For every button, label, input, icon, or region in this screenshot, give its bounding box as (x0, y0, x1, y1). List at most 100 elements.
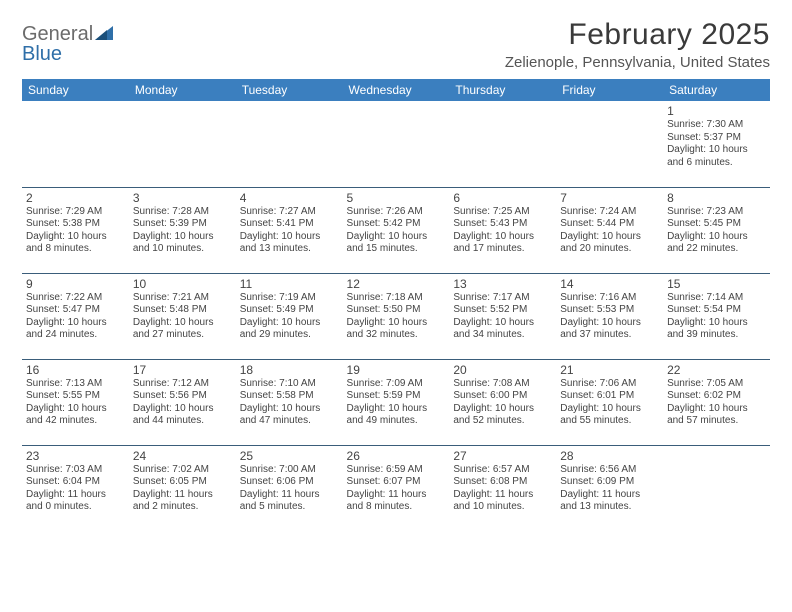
calendar-cell: 23Sunrise: 7:03 AMSunset: 6:04 PMDayligh… (22, 445, 129, 531)
day-number: 15 (667, 277, 766, 291)
calendar-cell: 20Sunrise: 7:08 AMSunset: 6:00 PMDayligh… (449, 359, 556, 445)
calendar-cell (449, 101, 556, 187)
calendar-cell: 14Sunrise: 7:16 AMSunset: 5:53 PMDayligh… (556, 273, 663, 359)
day-number: 21 (560, 363, 659, 377)
day-number: 27 (453, 449, 552, 463)
day-info: Sunrise: 7:14 AMSunset: 5:54 PMDaylight:… (667, 292, 766, 342)
calendar-week-row: 23Sunrise: 7:03 AMSunset: 6:04 PMDayligh… (22, 445, 770, 531)
calendar-cell: 22Sunrise: 7:05 AMSunset: 6:02 PMDayligh… (663, 359, 770, 445)
day-info: Sunrise: 6:59 AMSunset: 6:07 PMDaylight:… (347, 464, 446, 514)
calendar-body: 1Sunrise: 7:30 AMSunset: 5:37 PMDaylight… (22, 101, 770, 531)
day-info: Sunrise: 7:09 AMSunset: 5:59 PMDaylight:… (347, 378, 446, 428)
day-header: Saturday (663, 79, 770, 101)
day-info: Sunrise: 7:03 AMSunset: 6:04 PMDaylight:… (26, 464, 125, 514)
day-header: Tuesday (236, 79, 343, 101)
calendar-cell: 8Sunrise: 7:23 AMSunset: 5:45 PMDaylight… (663, 187, 770, 273)
day-number: 9 (26, 277, 125, 291)
day-info: Sunrise: 7:05 AMSunset: 6:02 PMDaylight:… (667, 378, 766, 428)
brand-text: General Blue (22, 24, 113, 65)
day-info: Sunrise: 7:25 AMSunset: 5:43 PMDaylight:… (453, 206, 552, 256)
calendar-cell: 25Sunrise: 7:00 AMSunset: 6:06 PMDayligh… (236, 445, 343, 531)
day-info: Sunrise: 7:29 AMSunset: 5:38 PMDaylight:… (26, 206, 125, 256)
day-number: 6 (453, 191, 552, 205)
calendar-page: General Blue February 2025 Zelienople, P… (0, 0, 792, 541)
day-info: Sunrise: 7:22 AMSunset: 5:47 PMDaylight:… (26, 292, 125, 342)
day-number: 8 (667, 191, 766, 205)
day-info: Sunrise: 7:18 AMSunset: 5:50 PMDaylight:… (347, 292, 446, 342)
calendar-cell (556, 101, 663, 187)
day-info: Sunrise: 7:26 AMSunset: 5:42 PMDaylight:… (347, 206, 446, 256)
brand-logo: General Blue (22, 18, 113, 65)
day-number: 7 (560, 191, 659, 205)
calendar-week-row: 1Sunrise: 7:30 AMSunset: 5:37 PMDaylight… (22, 101, 770, 187)
day-number: 22 (667, 363, 766, 377)
day-number: 18 (240, 363, 339, 377)
day-header: Sunday (22, 79, 129, 101)
day-header-row: Sunday Monday Tuesday Wednesday Thursday… (22, 79, 770, 101)
day-number: 24 (133, 449, 232, 463)
calendar-cell: 16Sunrise: 7:13 AMSunset: 5:55 PMDayligh… (22, 359, 129, 445)
calendar-week-row: 16Sunrise: 7:13 AMSunset: 5:55 PMDayligh… (22, 359, 770, 445)
month-title: February 2025 (505, 18, 770, 52)
calendar-cell: 18Sunrise: 7:10 AMSunset: 5:58 PMDayligh… (236, 359, 343, 445)
calendar-cell: 17Sunrise: 7:12 AMSunset: 5:56 PMDayligh… (129, 359, 236, 445)
calendar-cell: 5Sunrise: 7:26 AMSunset: 5:42 PMDaylight… (343, 187, 450, 273)
day-header: Wednesday (343, 79, 450, 101)
calendar-cell: 4Sunrise: 7:27 AMSunset: 5:41 PMDaylight… (236, 187, 343, 273)
header: General Blue February 2025 Zelienople, P… (22, 18, 770, 71)
calendar-cell: 1Sunrise: 7:30 AMSunset: 5:37 PMDaylight… (663, 101, 770, 187)
day-header: Monday (129, 79, 236, 101)
calendar-cell: 27Sunrise: 6:57 AMSunset: 6:08 PMDayligh… (449, 445, 556, 531)
day-number: 17 (133, 363, 232, 377)
calendar-week-row: 9Sunrise: 7:22 AMSunset: 5:47 PMDaylight… (22, 273, 770, 359)
day-info: Sunrise: 7:19 AMSunset: 5:49 PMDaylight:… (240, 292, 339, 342)
location: Zelienople, Pennsylvania, United States (505, 54, 770, 71)
day-info: Sunrise: 7:12 AMSunset: 5:56 PMDaylight:… (133, 378, 232, 428)
brand-line1: General (22, 23, 93, 45)
day-info: Sunrise: 7:06 AMSunset: 6:01 PMDaylight:… (560, 378, 659, 428)
brand-line2: Blue (22, 43, 62, 65)
day-number: 23 (26, 449, 125, 463)
calendar-cell: 10Sunrise: 7:21 AMSunset: 5:48 PMDayligh… (129, 273, 236, 359)
day-info: Sunrise: 7:28 AMSunset: 5:39 PMDaylight:… (133, 206, 232, 256)
calendar-cell (236, 101, 343, 187)
day-info: Sunrise: 7:16 AMSunset: 5:53 PMDaylight:… (560, 292, 659, 342)
calendar-week-row: 2Sunrise: 7:29 AMSunset: 5:38 PMDaylight… (22, 187, 770, 273)
day-info: Sunrise: 7:21 AMSunset: 5:48 PMDaylight:… (133, 292, 232, 342)
title-block: February 2025 Zelienople, Pennsylvania, … (505, 18, 770, 71)
day-number: 5 (347, 191, 446, 205)
day-header: Friday (556, 79, 663, 101)
day-number: 20 (453, 363, 552, 377)
day-number: 28 (560, 449, 659, 463)
day-info: Sunrise: 7:02 AMSunset: 6:05 PMDaylight:… (133, 464, 232, 514)
calendar-cell: 28Sunrise: 6:56 AMSunset: 6:09 PMDayligh… (556, 445, 663, 531)
day-info: Sunrise: 7:00 AMSunset: 6:06 PMDaylight:… (240, 464, 339, 514)
day-info: Sunrise: 7:23 AMSunset: 5:45 PMDaylight:… (667, 206, 766, 256)
day-info: Sunrise: 6:57 AMSunset: 6:08 PMDaylight:… (453, 464, 552, 514)
day-info: Sunrise: 7:27 AMSunset: 5:41 PMDaylight:… (240, 206, 339, 256)
calendar-cell: 9Sunrise: 7:22 AMSunset: 5:47 PMDaylight… (22, 273, 129, 359)
day-number: 13 (453, 277, 552, 291)
day-header: Thursday (449, 79, 556, 101)
calendar-cell (129, 101, 236, 187)
day-info: Sunrise: 7:10 AMSunset: 5:58 PMDaylight:… (240, 378, 339, 428)
day-number: 1 (667, 104, 766, 118)
calendar-cell: 13Sunrise: 7:17 AMSunset: 5:52 PMDayligh… (449, 273, 556, 359)
calendar-cell: 12Sunrise: 7:18 AMSunset: 5:50 PMDayligh… (343, 273, 450, 359)
day-number: 10 (133, 277, 232, 291)
day-number: 11 (240, 277, 339, 291)
day-info: Sunrise: 7:30 AMSunset: 5:37 PMDaylight:… (667, 119, 766, 169)
day-number: 3 (133, 191, 232, 205)
calendar-cell (22, 101, 129, 187)
calendar-cell: 7Sunrise: 7:24 AMSunset: 5:44 PMDaylight… (556, 187, 663, 273)
calendar-cell (663, 445, 770, 531)
day-number: 25 (240, 449, 339, 463)
day-info: Sunrise: 7:08 AMSunset: 6:00 PMDaylight:… (453, 378, 552, 428)
calendar-cell: 6Sunrise: 7:25 AMSunset: 5:43 PMDaylight… (449, 187, 556, 273)
calendar-cell: 19Sunrise: 7:09 AMSunset: 5:59 PMDayligh… (343, 359, 450, 445)
day-number: 19 (347, 363, 446, 377)
day-info: Sunrise: 6:56 AMSunset: 6:09 PMDaylight:… (560, 464, 659, 514)
sail-icon (95, 24, 113, 45)
day-number: 26 (347, 449, 446, 463)
day-number: 16 (26, 363, 125, 377)
